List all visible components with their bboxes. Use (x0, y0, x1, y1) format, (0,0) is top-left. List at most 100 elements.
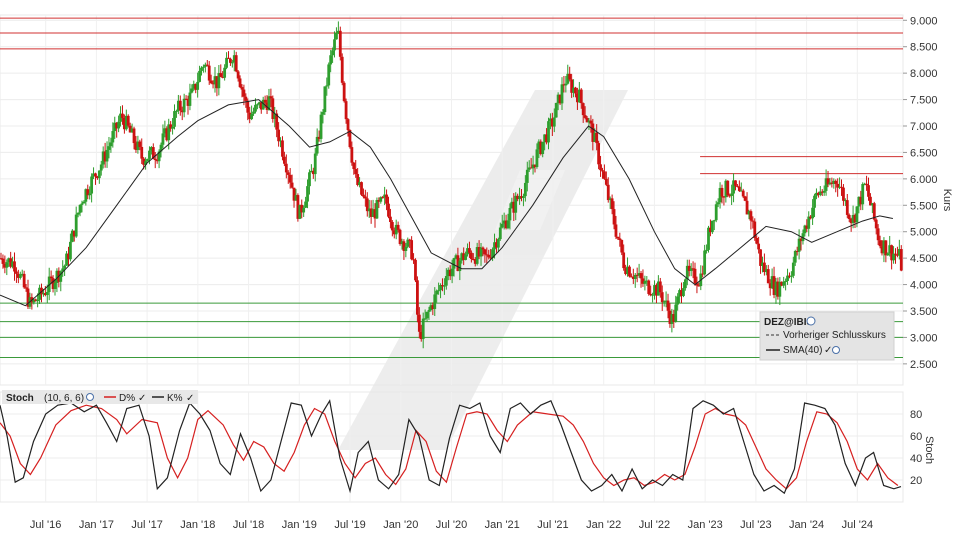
candle-body (884, 240, 888, 256)
candle-body (227, 57, 230, 59)
candle-body (797, 238, 801, 252)
candle-body (288, 174, 292, 183)
candle-body (78, 204, 82, 213)
candle-body (508, 207, 512, 221)
candle-body (271, 98, 275, 120)
candle-body (121, 113, 124, 118)
candle-body (863, 183, 867, 185)
x-tick-label: Jan '19 (282, 519, 317, 531)
candle-body (784, 280, 788, 282)
candle-body (668, 310, 672, 324)
candle-body (126, 115, 130, 126)
candle-body (63, 265, 67, 269)
candle-body (186, 99, 190, 106)
candle-body (414, 259, 417, 281)
settings-gear-icon[interactable] (806, 316, 816, 326)
candle-body (572, 87, 575, 93)
candle-body (149, 147, 153, 151)
candle-body (80, 203, 84, 205)
stoch-settings-gear-icon[interactable] (86, 393, 94, 401)
candle-body (387, 203, 390, 217)
sma40-line (0, 99, 893, 307)
candle-body (753, 221, 757, 238)
candle-body (327, 64, 331, 86)
candle-body (707, 227, 710, 250)
candle-body (97, 170, 101, 179)
stoch-d-check-icon[interactable]: ✓ (138, 393, 146, 404)
candle-body (82, 201, 86, 204)
candle-body (749, 211, 753, 221)
candle-body (479, 247, 483, 257)
candle-body (751, 220, 755, 222)
candle-body (144, 161, 147, 165)
stoch-k-check-icon[interactable]: ✓ (186, 393, 194, 404)
candle-body (685, 265, 689, 280)
candle-body (103, 151, 107, 162)
candle-body (770, 276, 774, 289)
candle-body (745, 200, 749, 215)
candle-body (828, 182, 832, 185)
candle-body (853, 214, 857, 223)
price-tick-label: 9.000 (910, 15, 938, 27)
candle-body (59, 271, 63, 282)
candle-body (896, 254, 899, 256)
candle-body (203, 64, 207, 67)
candle-body (564, 83, 568, 86)
candle-body (556, 94, 560, 103)
candle-body (5, 262, 9, 268)
candle-body (22, 273, 26, 288)
candle-body (670, 314, 674, 324)
legend-sma-gear-icon[interactable] (832, 346, 840, 354)
candle-body (741, 190, 745, 197)
candle-body (593, 132, 597, 142)
stoch-legend-d: D% (119, 393, 135, 404)
candle-body (830, 182, 834, 185)
candle-body (344, 101, 348, 120)
candle-body (55, 270, 59, 283)
candle-body (406, 239, 410, 247)
candle-body (720, 187, 724, 197)
legend-gear-icon[interactable] (806, 316, 816, 326)
price-tick-label: 2.500 (910, 359, 938, 371)
candle-body (464, 254, 468, 260)
candle-body (560, 84, 564, 104)
candle-body (417, 314, 421, 332)
candle-body (504, 220, 508, 229)
candle-body (597, 143, 601, 165)
candle-body (198, 70, 201, 82)
candle-body (99, 164, 103, 171)
candle-body (724, 180, 728, 198)
candle-body (205, 64, 209, 66)
candle-body (614, 224, 618, 237)
legend-check-icon[interactable]: ✓ (824, 345, 832, 356)
price-tick-label: 7.000 (910, 121, 938, 133)
candle-body (660, 292, 664, 303)
candle-body (67, 253, 70, 260)
candle-body (331, 50, 334, 56)
candle-body (437, 290, 441, 292)
candle-body (153, 158, 157, 161)
candle-body (761, 262, 764, 266)
candle-body (219, 73, 223, 77)
candle-body (306, 186, 309, 202)
candle-body (117, 121, 121, 129)
candle-body (383, 194, 387, 198)
candle-body (236, 71, 240, 79)
candle-body (362, 194, 365, 197)
candle-body (146, 158, 149, 162)
stoch-legend-k: K% (167, 393, 183, 404)
candle-body (138, 141, 142, 147)
candle-body (818, 191, 822, 195)
candle-body (489, 257, 493, 259)
price-tick-label: 6.000 (910, 174, 938, 186)
candle-body (175, 110, 178, 112)
stoch-tick-label: 40 (910, 453, 922, 465)
candle-body (716, 202, 720, 205)
stoch-tick-label: 80 (910, 409, 922, 421)
candle-body (554, 102, 558, 118)
x-tick-label: Jul '16 (30, 519, 61, 531)
candle-body (298, 204, 302, 219)
candle-body (284, 163, 288, 173)
candle-body (11, 261, 14, 267)
candle-body (350, 147, 354, 163)
